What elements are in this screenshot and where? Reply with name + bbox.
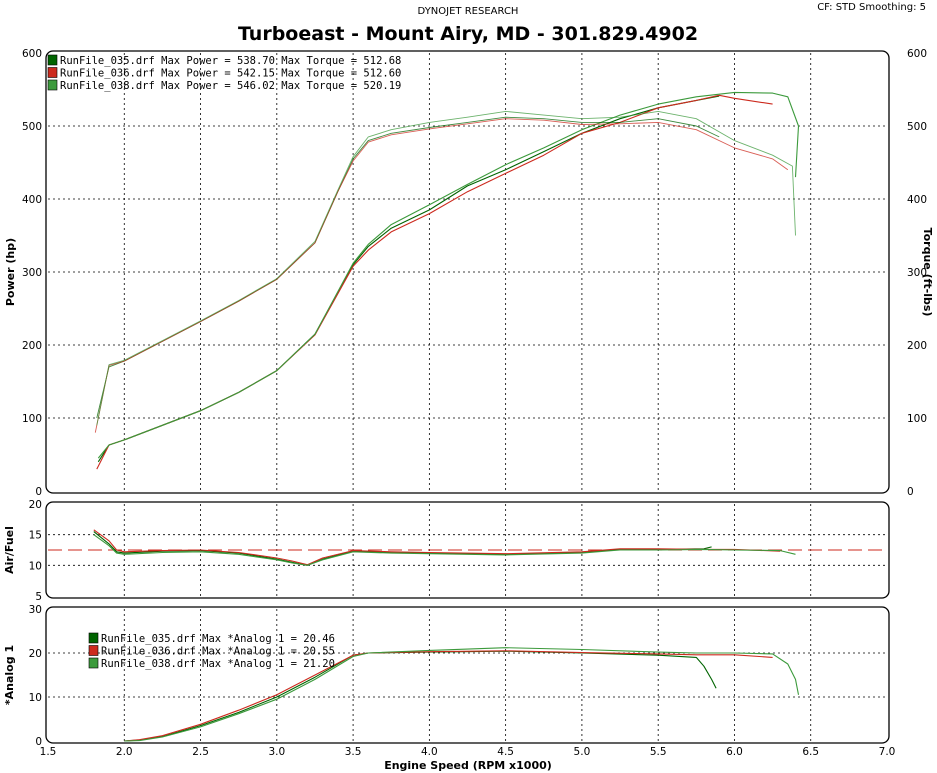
series-line-runfile-036-drf <box>93 529 781 566</box>
x-tick-label: 6.0 <box>726 746 743 758</box>
chart-title: Turboeast - Mount Airy, MD - 301.829.490… <box>238 23 698 45</box>
power-legend: RunFile_035.drf Max Power = 538.70 Max T… <box>47 54 401 92</box>
legend-entry: RunFile_038.drf Max Power = 546.02 Max T… <box>60 80 401 92</box>
y-tick-label: 300 <box>22 267 42 279</box>
legend-swatch <box>88 645 99 656</box>
x-tick-label: 2.0 <box>116 746 133 758</box>
plot-frame <box>45 606 890 744</box>
y-tick-label: 20 <box>29 499 42 511</box>
y-tick-label: 20 <box>29 648 42 660</box>
legend-entry: RunFile_035.drf Max *Analog 1 = 20.46 <box>101 633 335 645</box>
legend-entry: RunFile_036.drf Max *Analog 1 = 20.55 <box>101 646 335 658</box>
series-line-runfile-036-drf-torque <box>94 118 789 433</box>
y-tick-label: 15 <box>29 530 42 542</box>
y-tick-label: 200 <box>22 340 42 352</box>
series-line-runfile-036-drf <box>124 650 773 742</box>
y-tick-label-right: 200 <box>907 340 927 352</box>
plot-frame <box>45 501 890 599</box>
legend-swatch <box>88 632 99 644</box>
legend-entry: RunFile_036.drf Max Power = 542.15 Max T… <box>60 68 401 80</box>
y-tick-label: 100 <box>22 413 42 425</box>
analog-legend: RunFile_035.drf Max *Analog 1 = 20.46Run… <box>88 632 335 670</box>
y-tick-label-right: 500 <box>907 121 927 133</box>
y-tick-label: 400 <box>22 194 42 206</box>
air-fuel-panel: 5 10 15 20 <box>29 499 890 603</box>
y-tick-label: 10 <box>29 692 42 704</box>
x-tick-label: 7.0 <box>879 746 896 758</box>
x-tick-label: 4.5 <box>497 746 514 758</box>
y-tick-label-right: 300 <box>907 267 927 279</box>
y-tick-label-right: 100 <box>907 413 927 425</box>
y-tick-label: 500 <box>22 121 42 133</box>
x-tick-label: 6.5 <box>802 746 819 758</box>
x-tick-label: 5.5 <box>650 746 667 758</box>
y-tick-label: 5 <box>35 591 42 603</box>
power-torque-panel: 0 0 100 100 200 200 300 300 400 400 500 500 600 600 <box>22 48 927 498</box>
x-tick-label: 5.0 <box>574 746 591 758</box>
legend-swatch <box>88 657 99 669</box>
y-tick-label: 10 <box>29 560 42 572</box>
series-line-runfile-038-drf-power <box>97 91 800 459</box>
y-tick-label-right: 0 <box>907 486 914 498</box>
y-tick-label-right: 600 <box>907 48 927 60</box>
legend-swatch <box>47 67 58 78</box>
chart-settings: CF: STD Smoothing: 5 <box>817 2 926 13</box>
series-line-runfile-038-drf <box>124 647 800 742</box>
y-axis-label-torque: Torque (ft-lbs) <box>921 228 934 317</box>
y-tick-label: 30 <box>29 604 42 616</box>
y-tick-label: 0 <box>35 486 42 498</box>
legend-entry: RunFile_038.drf Max *Analog 1 = 21.20 <box>101 658 335 670</box>
y-tick-label: 0 <box>35 736 42 748</box>
x-tick-label: 3.5 <box>345 746 362 758</box>
series-line-runfile-038-drf <box>93 534 796 566</box>
x-tick-label: 1.5 <box>40 746 57 758</box>
y-axis-label-airfuel: Air/Fuel <box>3 526 16 574</box>
y-axis-label-analog: *Analog 1 <box>3 645 16 705</box>
analog-panel: 0 10 20 30 1.5 2.0 2.5 3.0 3.5 4.0 4.5 5.0 5.5 6.0 6.5… <box>29 604 896 758</box>
x-tick-label: 3.0 <box>268 746 285 758</box>
y-tick-label: 600 <box>22 48 42 60</box>
company-name: DYNOJET RESEARCH <box>418 6 519 17</box>
y-axis-label-power: Power (hp) <box>4 238 17 306</box>
x-tick-label: 2.5 <box>192 746 209 758</box>
x-axis-label: Engine Speed (RPM x1000) <box>384 759 552 772</box>
y-tick-label-right: 400 <box>907 194 927 206</box>
series-line-runfile-038-drf-torque <box>96 110 796 426</box>
legend-swatch <box>47 54 58 66</box>
x-tick-label: 4.0 <box>421 746 438 758</box>
legend-swatch <box>47 79 58 91</box>
legend-entry: RunFile_035.drf Max Power = 538.70 Max T… <box>60 55 401 67</box>
